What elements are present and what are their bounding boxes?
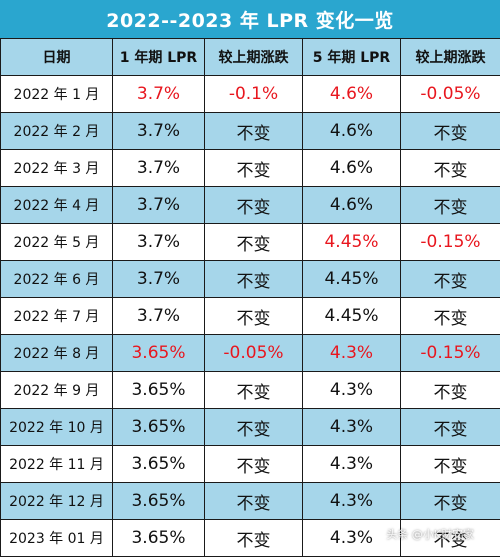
cell-lpr-5y: 4.45% — [302, 260, 401, 298]
cell-lpr-5y: 4.6% — [302, 112, 401, 150]
cell-date: 2022 年 9 月 — [0, 371, 113, 409]
cell-change-1y: 不变 — [204, 223, 303, 261]
cell-change-5y: 不变 — [400, 186, 500, 224]
cell-change-1y: 不变 — [204, 186, 303, 224]
cell-date: 2023 年 01 月 — [0, 519, 113, 557]
cell-lpr-5y: 4.3% — [302, 408, 401, 446]
table-row: 2022 年 6 月 3.7% 不变 4.45% 不变 — [0, 260, 500, 298]
cell-lpr-5y: 4.3% — [302, 519, 401, 557]
cell-change-1y: 不变 — [204, 445, 303, 483]
table-row: 2022 年 12 月 3.65% 不变 4.3% 不变 — [0, 482, 500, 520]
cell-date: 2022 年 7 月 — [0, 297, 113, 335]
cell-lpr-5y: 4.3% — [302, 445, 401, 483]
cell-lpr-5y: 4.3% — [302, 482, 401, 520]
cell-change-5y: 不变 — [400, 149, 500, 187]
header-change-1y: 较上期涨跌 — [204, 38, 303, 76]
cell-change-1y: 不变 — [204, 519, 303, 557]
lpr-table: 日期 1 年期 LPR 较上期涨跌 5 年期 LPR 较上期涨跌 2022 年 … — [0, 38, 500, 557]
cell-change-1y: 不变 — [204, 371, 303, 409]
cell-change-5y: 不变 — [400, 297, 500, 335]
cell-date: 2022 年 6 月 — [0, 260, 113, 298]
cell-lpr-1y: 3.7% — [112, 112, 205, 150]
header-change-5y: 较上期涨跌 — [400, 38, 500, 76]
cell-lpr-5y: 4.45% — [302, 223, 401, 261]
cell-change-1y: 不变 — [204, 408, 303, 446]
cell-lpr-1y: 3.7% — [112, 260, 205, 298]
cell-change-5y: -0.15% — [400, 334, 500, 372]
cell-lpr-1y: 3.65% — [112, 482, 205, 520]
header-lpr-1y: 1 年期 LPR — [112, 38, 205, 76]
header-row: 日期 1 年期 LPR 较上期涨跌 5 年期 LPR 较上期涨跌 — [0, 38, 500, 76]
cell-change-1y: 不变 — [204, 149, 303, 187]
table-row: 2022 年 8 月 3.65% -0.05% 4.3% -0.15% — [0, 334, 500, 372]
cell-change-5y: 不变 — [400, 482, 500, 520]
cell-lpr-5y: 4.6% — [302, 75, 401, 113]
cell-lpr-1y: 3.65% — [112, 408, 205, 446]
cell-date: 2022 年 1 月 — [0, 75, 113, 113]
table-row: 2022 年 1 月 3.7% -0.1% 4.6% -0.05% — [0, 75, 500, 113]
table-row: 2022 年 11 月 3.65% 不变 4.3% 不变 — [0, 445, 500, 483]
cell-lpr-1y: 3.7% — [112, 149, 205, 187]
cell-date: 2022 年 10 月 — [0, 408, 113, 446]
header-lpr-5y: 5 年期 LPR — [302, 38, 401, 76]
cell-lpr-1y: 3.7% — [112, 223, 205, 261]
cell-date: 2022 年 11 月 — [0, 445, 113, 483]
cell-lpr-5y: 4.6% — [302, 186, 401, 224]
cell-lpr-1y: 3.7% — [112, 297, 205, 335]
watermark: 头条 @小K财安家 — [386, 528, 474, 541]
cell-date: 2022 年 8 月 — [0, 334, 113, 372]
table-row: 2022 年 3 月 3.7% 不变 4.6% 不变 — [0, 149, 500, 187]
cell-change-1y: 不变 — [204, 482, 303, 520]
cell-date: 2022 年 2 月 — [0, 112, 113, 150]
cell-change-5y: 不变 — [400, 112, 500, 150]
table-row: 2022 年 10 月 3.65% 不变 4.3% 不变 — [0, 408, 500, 446]
cell-change-5y: -0.05% — [400, 75, 500, 113]
cell-date: 2022 年 3 月 — [0, 149, 113, 187]
cell-change-1y: 不变 — [204, 297, 303, 335]
cell-lpr-1y: 3.7% — [112, 75, 205, 113]
cell-lpr-5y: 4.6% — [302, 149, 401, 187]
cell-change-5y: 不变 — [400, 445, 500, 483]
cell-change-1y: -0.05% — [204, 334, 303, 372]
cell-change-5y: -0.15% — [400, 223, 500, 261]
cell-lpr-1y: 3.65% — [112, 445, 205, 483]
cell-lpr-1y: 3.7% — [112, 186, 205, 224]
table-title: 2022--2023 年 LPR 变化一览 — [0, 0, 500, 38]
cell-change-5y: 不变 — [400, 408, 500, 446]
cell-lpr-5y: 4.3% — [302, 334, 401, 372]
table-row: 2023 年 01 月 3.65% 不变 4.3% 不变 — [0, 519, 500, 557]
cell-date: 2022 年 5 月 — [0, 223, 113, 261]
table-row: 2022 年 9 月 3.65% 不变 4.3% 不变 — [0, 371, 500, 409]
cell-lpr-1y: 3.65% — [112, 519, 205, 557]
cell-change-1y: 不变 — [204, 112, 303, 150]
cell-lpr-5y: 4.45% — [302, 297, 401, 335]
table-row: 2022 年 7 月 3.7% 不变 4.45% 不变 — [0, 297, 500, 335]
table-row: 2022 年 5 月 3.7% 不变 4.45% -0.15% — [0, 223, 500, 261]
cell-change-1y: 不变 — [204, 260, 303, 298]
header-date: 日期 — [0, 38, 113, 76]
cell-change-5y: 不变 — [400, 519, 500, 557]
cell-change-1y: -0.1% — [204, 75, 303, 113]
cell-change-5y: 不变 — [400, 371, 500, 409]
table-row: 2022 年 4 月 3.7% 不变 4.6% 不变 — [0, 186, 500, 224]
cell-date: 2022 年 4 月 — [0, 186, 113, 224]
cell-lpr-5y: 4.3% — [302, 371, 401, 409]
cell-lpr-1y: 3.65% — [112, 334, 205, 372]
cell-change-5y: 不变 — [400, 260, 500, 298]
cell-date: 2022 年 12 月 — [0, 482, 113, 520]
table-row: 2022 年 2 月 3.7% 不变 4.6% 不变 — [0, 112, 500, 150]
cell-lpr-1y: 3.65% — [112, 371, 205, 409]
